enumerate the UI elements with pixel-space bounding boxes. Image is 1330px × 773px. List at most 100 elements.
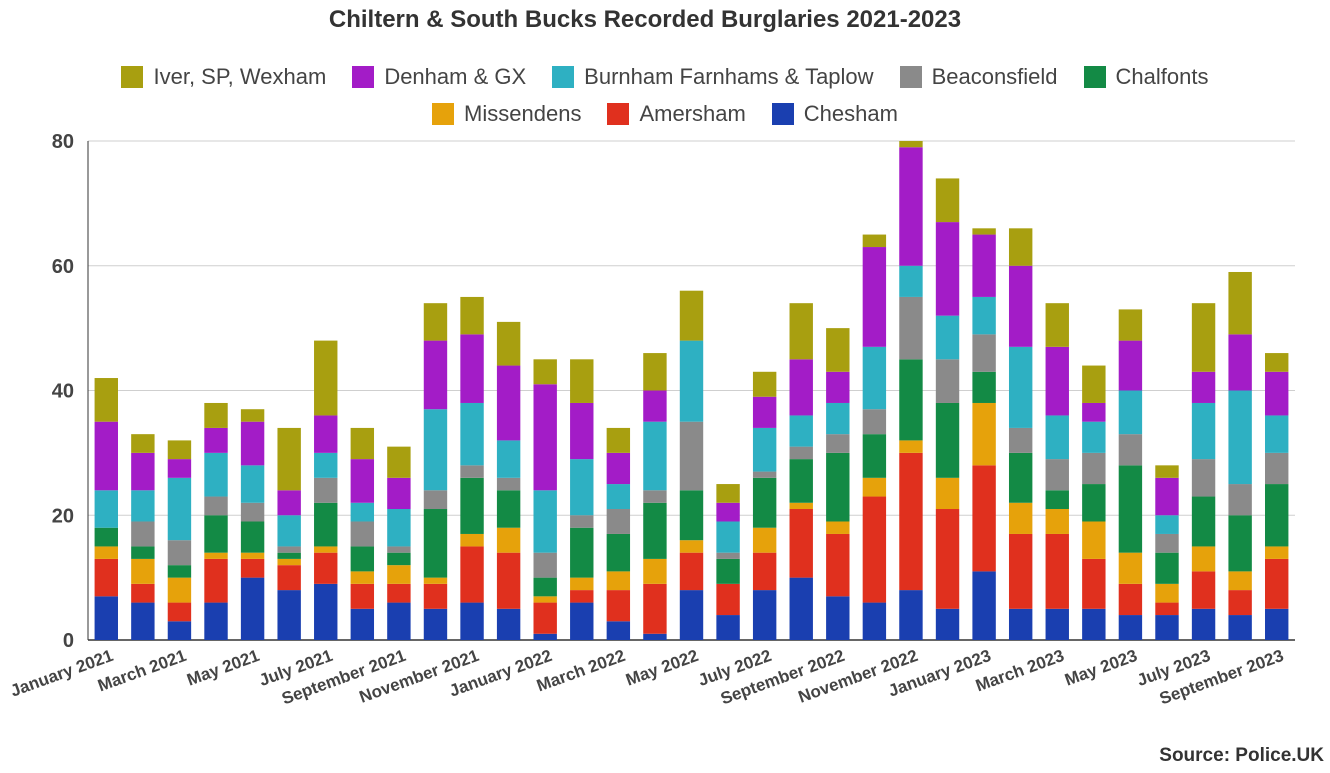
bar-segment-1-iver-sp-wexham [94,378,118,422]
bar-segment-31-iver-sp-wexham [1191,303,1216,372]
x-tick-label-15: May 2023 [1062,646,1140,690]
bar-segment-1-chalfonts [94,527,118,547]
bar-segment-2-chesham [131,602,155,640]
bar-segment-9-beaconsfield [387,546,411,553]
bar-segment-31-denham-gx [1191,371,1216,403]
bar-segment-27-beaconsfield [1045,459,1069,491]
bar-segment-33-chalfonts [1265,484,1289,547]
bar-segment-7-chesham [314,583,338,640]
bar-segment-29-burnham-farnhams-taplow [1118,390,1143,435]
y-tick-label-20: 20 [52,505,74,527]
bar-segment-29-chesham [1118,615,1143,640]
bar-segment-30-iver-sp-wexham [1155,465,1179,478]
bar-segment-7-amersham [314,552,338,584]
bar-segment-2-chalfonts [131,546,155,559]
bar-segment-10-chesham [423,608,448,640]
legend-label-amersham: Amersham [639,101,746,126]
legend-item-beaconsfield: Beaconsfield [899,64,1058,90]
bar-segment-33-burnham-farnhams-taplow [1265,415,1289,453]
bar-segment-16-iver-sp-wexham [643,353,667,391]
bar-segment-30-missendens [1155,583,1179,603]
x-tick-label-17: September 2023 [1157,646,1286,708]
bar-segment-17-iver-sp-wexham [679,290,704,341]
bar-segment-23-iver-sp-wexham [899,141,923,148]
legend-swatch-denham [352,66,375,88]
legend-label-iver: Iver, SP, Wexham [153,64,327,89]
bar-segment-24-beaconsfield [935,359,960,403]
bar-segment-30-beaconsfield [1155,533,1179,553]
bar-segment-9-iver-sp-wexham [387,446,411,478]
legend-label-beaconsfield: Beaconsfield [931,64,1058,89]
bar-segment-30-denham-gx [1155,477,1179,516]
bar-segment-12-chalfonts [496,490,521,528]
bar-segment-11-burnham-farnhams-taplow [460,402,484,466]
bar-segment-8-missendens [350,571,375,584]
bar-segment-21-chesham [826,596,850,640]
x-tick-label-9: May 2022 [623,646,701,690]
bar-segment-3-denham-gx [167,459,192,478]
bar-segment-1-missendens [94,546,118,559]
bar-segment-9-chesham [387,602,411,640]
bar-segment-28-missendens [1082,521,1106,559]
bar-segment-7-beaconsfield [314,477,338,503]
bar-segment-29-missendens [1118,552,1143,584]
bar-segment-24-chesham [935,608,960,640]
bar-segment-32-chalfonts [1228,515,1252,572]
bar-segment-23-amersham [899,452,923,591]
bar-segment-5-denham-gx [240,421,265,466]
bar-segment-8-chesham [350,608,375,640]
bar-segment-21-missendens [826,521,850,534]
bar-segment-3-beaconsfield [167,540,192,566]
bar-segment-17-amersham [679,552,704,591]
bar-segment-18-iver-sp-wexham [716,484,740,503]
bar-segment-17-missendens [679,540,704,553]
bar-segment-19-chesham [752,590,777,640]
bar-segment-21-iver-sp-wexham [826,328,850,372]
bar-segment-20-amersham [789,509,813,578]
bar-segment-9-burnham-farnhams-taplow [387,509,411,547]
bar-segment-30-burnham-farnhams-taplow [1155,515,1179,534]
legend-item-missendens: Missendens [432,101,581,127]
bar-segment-26-denham-gx [1008,265,1033,347]
bar-segment-7-burnham-farnhams-taplow [314,452,338,478]
y-tick-label-0: 0 [63,630,74,652]
bar-segment-16-beaconsfield [643,490,667,503]
bar-segment-8-beaconsfield [350,521,375,547]
bar-segment-22-chalfonts [862,434,887,478]
bar-segment-33-chesham [1265,608,1289,640]
bar-segment-31-missendens [1191,546,1216,572]
bar-segment-22-chesham [862,602,887,640]
bar-segment-13-amersham [533,602,557,634]
bar-segment-32-denham-gx [1228,334,1252,391]
legend-item-chesham: Chesham [771,101,898,127]
bar-segment-7-iver-sp-wexham [314,340,338,416]
bar-segment-30-chesham [1155,615,1179,640]
legend-label-chalfonts: Chalfonts [1115,64,1209,89]
bar-segment-9-denham-gx [387,477,411,510]
legend-item-amersham: Amersham [607,101,746,127]
legend-swatch-chalfonts [1083,66,1106,88]
bar-segment-31-chalfonts [1191,496,1216,547]
bar-segment-20-chesham [789,577,813,640]
bar-segment-22-beaconsfield [862,409,887,435]
bar-segment-11-iver-sp-wexham [460,296,484,335]
bar-segment-9-missendens [387,565,411,584]
bar-segment-25-beaconsfield [972,334,996,372]
bar-segment-1-amersham [94,558,118,597]
legend-swatch-chesham [771,103,794,125]
bar-segment-26-burnham-farnhams-taplow [1008,346,1033,428]
bar-segment-3-iver-sp-wexham [167,440,192,460]
bar-segment-8-iver-sp-wexham [350,427,375,460]
bar-segment-13-iver-sp-wexham [533,359,557,385]
bar-segment-17-chalfonts [679,490,704,541]
bar-segment-6-beaconsfield [277,546,301,553]
legend-swatch-burnham [552,66,575,88]
bar-segment-21-denham-gx [826,371,850,403]
bar-segment-23-chalfonts [899,359,923,441]
y-tick-label-80: 80 [52,131,74,153]
bar-segment-14-burnham-farnhams-taplow [570,459,594,516]
bar-segment-14-denham-gx [570,402,594,460]
bar-segment-6-missendens [277,558,301,566]
bar-segment-4-denham-gx [204,427,228,453]
